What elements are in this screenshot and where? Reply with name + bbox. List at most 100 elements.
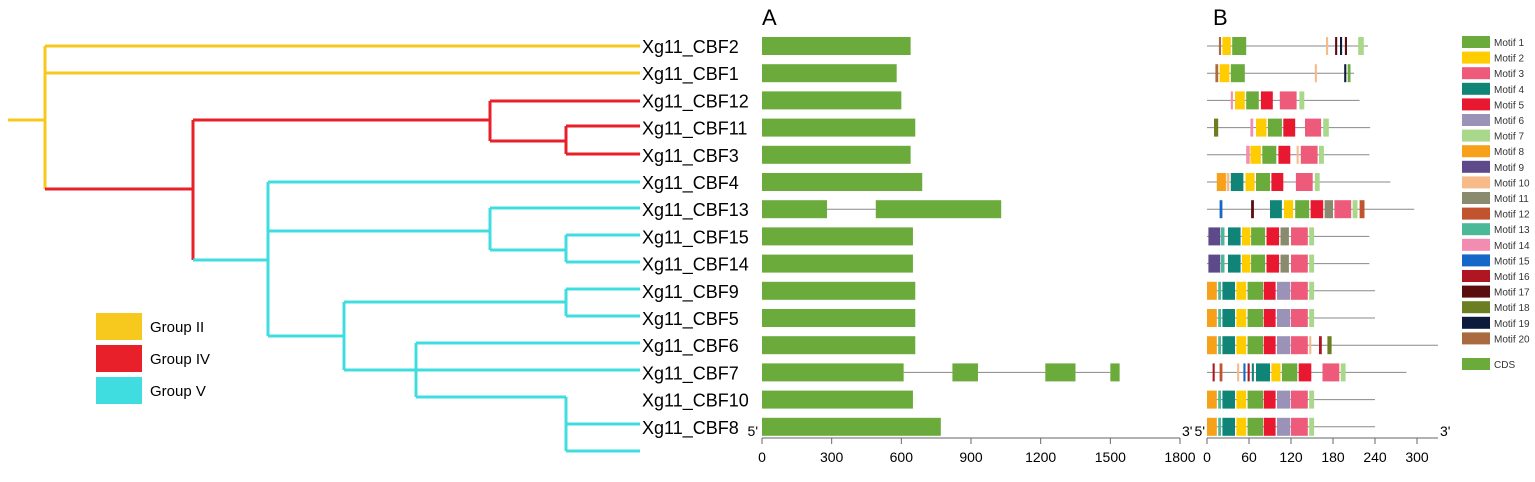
motif-block	[1263, 281, 1276, 300]
motif-block	[1324, 200, 1333, 219]
motif-swatch	[1462, 254, 1490, 267]
motif-block	[1256, 363, 1270, 382]
motif-block	[1236, 336, 1247, 355]
motif-block	[1256, 173, 1270, 191]
motif-block	[1300, 145, 1318, 164]
gene-label: Xg11_CBF14	[642, 255, 749, 276]
motif-block	[1280, 227, 1289, 246]
motif-block	[1207, 336, 1217, 355]
motif-block	[1218, 417, 1221, 436]
motif-block	[1260, 91, 1273, 110]
tree-branch	[193, 180, 640, 453]
motif-swatch	[1462, 98, 1490, 111]
motif-block	[1309, 309, 1315, 327]
gene-label: Xg11_CBF12	[642, 91, 749, 112]
motif-legend-label: Motif 14	[1494, 241, 1530, 252]
tick-label: 1800	[1164, 449, 1195, 465]
motif-block	[1326, 37, 1329, 55]
motif-block	[1218, 390, 1221, 409]
motif-block	[1230, 91, 1233, 110]
exon-block	[762, 417, 941, 436]
motif-swatch	[1462, 332, 1490, 345]
motif-block	[1263, 336, 1276, 355]
motif-legend-label: Motif 10	[1494, 178, 1530, 189]
gene-label: Xg11_CBF13	[642, 200, 749, 221]
motif-legend-label: Motif 1	[1494, 38, 1524, 49]
exon-block	[762, 254, 913, 273]
motif-block	[1251, 200, 1254, 219]
motif-block	[1218, 281, 1221, 300]
motif-block	[1215, 64, 1219, 83]
motif-block	[1242, 254, 1251, 273]
motif-block	[1263, 417, 1276, 436]
motif-block	[1218, 336, 1221, 355]
motif-block	[1340, 37, 1343, 55]
motif-swatch	[1462, 36, 1490, 48]
motif-block	[1245, 173, 1255, 191]
motif-swatch	[1462, 223, 1490, 236]
gene-label: Xg11_CBF1	[642, 64, 739, 85]
protein-length-axis: 0 60 120 180 240 300 5' 3'	[1195, 423, 1451, 465]
motif-block	[1291, 417, 1308, 436]
motif-block	[1334, 200, 1352, 219]
panel-label-b: B	[1213, 5, 1228, 30]
motif-block	[1251, 254, 1266, 273]
motif-block	[1359, 200, 1365, 219]
three-prime-label: 3'	[1440, 423, 1450, 439]
motif-block	[1219, 200, 1223, 219]
motif-block	[1309, 417, 1315, 436]
exon-block	[1045, 363, 1076, 382]
panel-label-a: A	[762, 5, 777, 30]
motif-block	[1295, 200, 1310, 219]
motif-block	[1236, 417, 1247, 436]
motif-block	[1235, 91, 1245, 110]
motif-block	[1242, 227, 1251, 246]
motif-block	[1207, 417, 1217, 436]
gene-label: Xg11_CBF6	[642, 336, 739, 357]
motif-block	[1323, 118, 1329, 137]
exon-block	[1110, 363, 1120, 382]
motif-block	[1266, 254, 1280, 273]
motif-block	[1347, 64, 1351, 83]
motif-legend-label: Motif 12	[1494, 210, 1530, 221]
motif-block	[1247, 336, 1263, 355]
gene-length-axis: 0 300 600 900 1200 1500 1800 5' 3'	[748, 423, 1196, 465]
motif-block	[1291, 227, 1308, 246]
group-swatch	[96, 345, 142, 372]
exon-block	[762, 91, 902, 110]
motif-swatch	[1462, 51, 1490, 64]
motif-block	[1309, 390, 1315, 409]
motif-block	[1298, 363, 1312, 382]
five-prime-label: 5'	[1195, 423, 1205, 439]
gene-label: Xg11_CBF10	[642, 391, 749, 412]
tree-branch	[45, 99, 640, 260]
exon-block	[762, 309, 916, 327]
tick-label: 0	[1203, 449, 1211, 465]
motif-block	[1319, 336, 1322, 355]
motif-block	[1236, 281, 1247, 300]
motif-block	[1335, 37, 1338, 55]
motif-legend: Motif 1 Motif 2 Motif 3 Motif 4 Motif 5 Motif…	[1462, 36, 1530, 371]
motif-block	[1222, 390, 1235, 409]
motif-swatch	[1462, 67, 1490, 80]
exon-block	[762, 390, 913, 409]
cds-legend-label: CDS	[1494, 360, 1515, 371]
motif-block	[1226, 173, 1230, 191]
motif-panel	[1207, 37, 1438, 436]
motif-block	[1309, 281, 1315, 300]
group-swatch	[96, 377, 142, 404]
motif-block	[1222, 336, 1235, 355]
motif-block	[1219, 64, 1230, 83]
group-label: Group V	[150, 383, 206, 400]
motif-swatch	[1462, 145, 1490, 158]
motif-block	[1207, 390, 1217, 409]
group-label: Group II	[150, 319, 204, 336]
motif-block	[1270, 200, 1282, 219]
motif-block	[1271, 363, 1281, 382]
motif-block	[1267, 118, 1282, 137]
motif-block	[1305, 118, 1322, 137]
exon-block	[952, 363, 978, 382]
gene-label: Xg11_CBF5	[642, 309, 739, 330]
gene-label: Xg11_CBF2	[642, 37, 739, 58]
gene-label: Xg11_CBF15	[642, 227, 749, 248]
